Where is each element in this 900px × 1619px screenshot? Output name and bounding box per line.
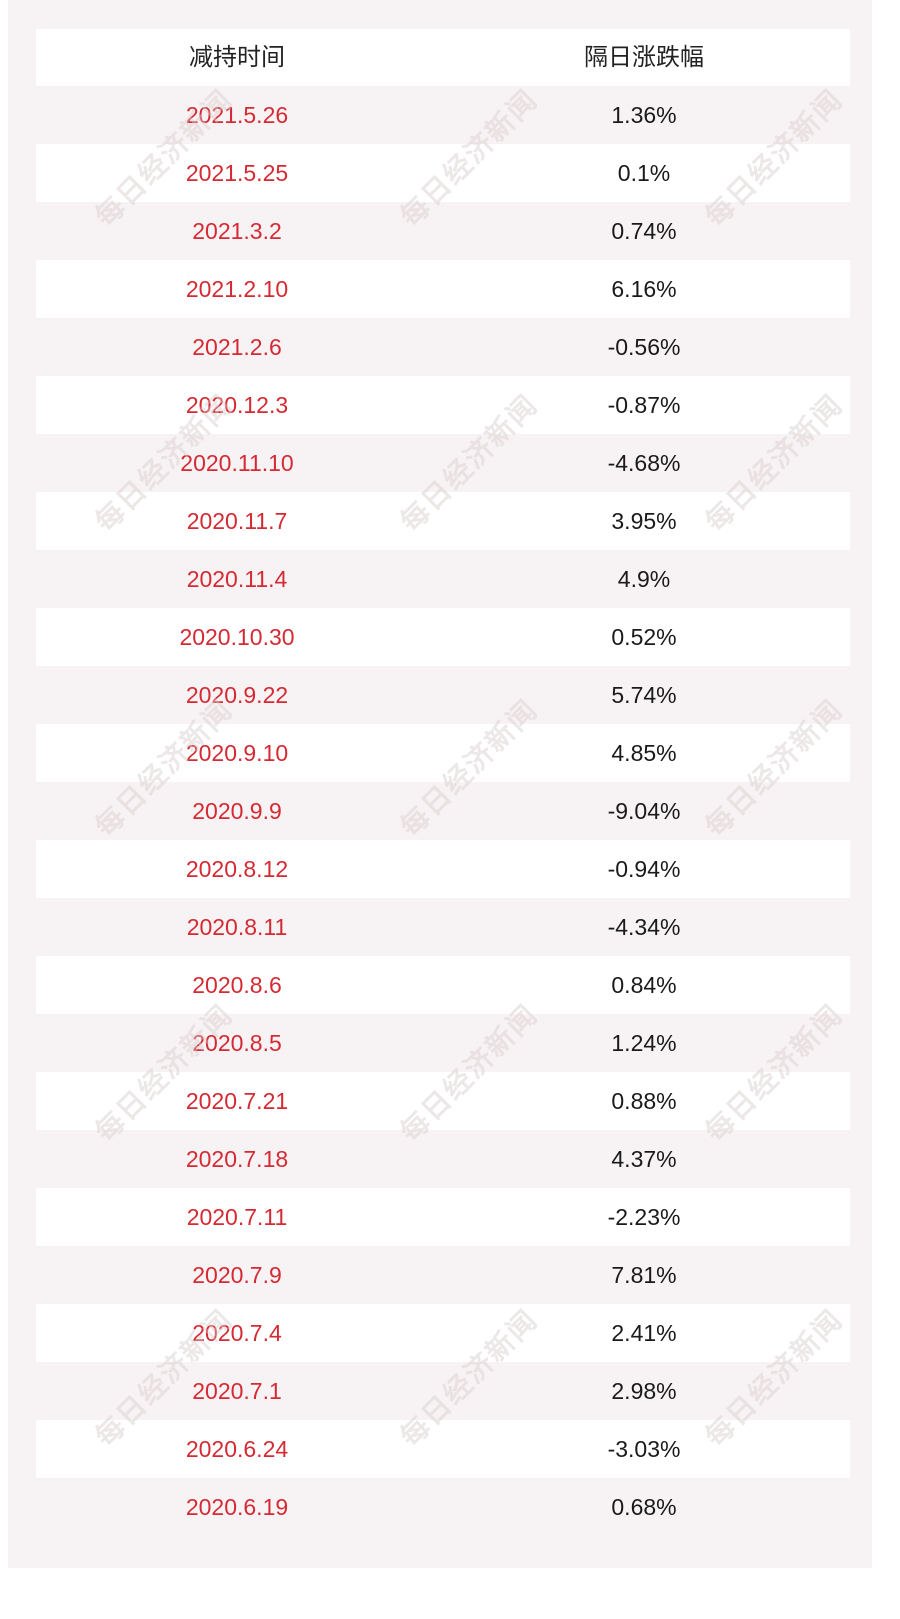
date-cell: 2021.3.2 bbox=[192, 218, 282, 244]
table-row: 2020.10.30 0.52% bbox=[36, 608, 850, 666]
table-row: 2020.8.5 1.24% bbox=[36, 1014, 850, 1072]
table-row: 2020.8.11 -4.34% bbox=[36, 898, 850, 956]
change-cell: 1.36% bbox=[611, 102, 677, 128]
header-change: 隔日涨跌幅 bbox=[584, 43, 704, 71]
date-cell: 2021.5.26 bbox=[185, 102, 289, 128]
date-cell: 2020.9.22 bbox=[185, 682, 289, 708]
table-row: 2021.3.2 0.74% bbox=[36, 202, 850, 260]
change-cell: 4.37% bbox=[611, 1146, 677, 1172]
date-cell: 2020.11.4 bbox=[186, 566, 288, 592]
table-row: 2021.5.25 0.1% bbox=[36, 144, 850, 202]
table-row: 2020.7.9 7.81% bbox=[36, 1246, 850, 1304]
date-cell: 2020.8.5 bbox=[192, 1030, 282, 1056]
date-cell: 2020.6.24 bbox=[185, 1436, 289, 1462]
date-cell: 2020.7.4 bbox=[192, 1320, 282, 1346]
date-cell: 2020.9.10 bbox=[185, 740, 289, 766]
date-cell: 2020.7.9 bbox=[192, 1262, 282, 1288]
change-cell: -0.94% bbox=[607, 856, 681, 882]
change-cell: 4.9% bbox=[617, 566, 671, 592]
date-cell: 2020.12.3 bbox=[185, 392, 289, 418]
change-cell: -3.03% bbox=[607, 1436, 681, 1462]
date-cell: 2020.7.18 bbox=[185, 1146, 289, 1172]
table-row: 2020.7.11 -2.23% bbox=[36, 1188, 850, 1246]
table-row: 2020.11.7 3.95% bbox=[36, 492, 850, 550]
change-cell: 0.84% bbox=[611, 972, 677, 998]
table-row: 2020.9.10 4.85% bbox=[36, 724, 850, 782]
table-body: 2021.5.26 1.36% 2021.5.25 0.1% 2021.3.2 0.74%… bbox=[36, 86, 850, 1536]
change-cell: 5.74% bbox=[611, 682, 677, 708]
table-row: 2020.7.4 2.41% bbox=[36, 1304, 850, 1362]
header-date: 减持时间 bbox=[189, 43, 285, 71]
date-cell: 2020.9.9 bbox=[192, 798, 282, 824]
table-row: 2020.6.24 -3.03% bbox=[36, 1420, 850, 1478]
table-row: 2020.7.21 0.88% bbox=[36, 1072, 850, 1130]
change-cell: -0.87% bbox=[607, 392, 681, 418]
change-cell: 1.24% bbox=[611, 1030, 677, 1056]
change-cell: -2.23% bbox=[607, 1204, 681, 1230]
date-cell: 2021.2.6 bbox=[192, 334, 282, 360]
date-cell: 2020.8.11 bbox=[186, 914, 288, 940]
table-panel: 减持时间 隔日涨跌幅 2021.5.26 1.36% 2021.5.25 0.1% 20… bbox=[8, 0, 872, 1568]
change-cell: 2.41% bbox=[611, 1320, 677, 1346]
date-cell: 2021.2.10 bbox=[185, 276, 289, 302]
table-row: 2020.7.18 4.37% bbox=[36, 1130, 850, 1188]
reduction-table: 减持时间 隔日涨跌幅 2021.5.26 1.36% 2021.5.25 0.1% 20… bbox=[36, 29, 850, 1536]
change-cell: -0.56% bbox=[607, 334, 681, 360]
date-cell: 2021.5.25 bbox=[185, 160, 289, 186]
table-row: 2020.11.10 -4.68% bbox=[36, 434, 850, 492]
date-cell: 2020.6.19 bbox=[185, 1494, 289, 1520]
table-row: 2021.5.26 1.36% bbox=[36, 86, 850, 144]
change-cell: 0.68% bbox=[611, 1494, 677, 1520]
date-cell: 2020.8.6 bbox=[192, 972, 282, 998]
date-cell: 2020.7.11 bbox=[186, 1204, 288, 1230]
date-cell: 2020.7.1 bbox=[192, 1378, 282, 1404]
change-cell: 0.88% bbox=[611, 1088, 677, 1114]
table-row: 2020.9.22 5.74% bbox=[36, 666, 850, 724]
change-cell: -9.04% bbox=[607, 798, 681, 824]
change-cell: 2.98% bbox=[611, 1378, 677, 1404]
table-row: 2020.6.19 0.68% bbox=[36, 1478, 850, 1536]
table-header-row: 减持时间 隔日涨跌幅 bbox=[36, 29, 850, 86]
date-cell: 2020.11.10 bbox=[180, 450, 294, 476]
date-cell: 2020.8.12 bbox=[185, 856, 289, 882]
table-row: 2020.7.1 2.98% bbox=[36, 1362, 850, 1420]
table-row: 2021.2.6 -0.56% bbox=[36, 318, 850, 376]
change-cell: 7.81% bbox=[611, 1262, 677, 1288]
change-cell: 6.16% bbox=[611, 276, 677, 302]
date-cell: 2020.10.30 bbox=[179, 624, 295, 650]
change-cell: 0.74% bbox=[611, 218, 677, 244]
table-row: 2020.8.12 -0.94% bbox=[36, 840, 850, 898]
table-row: 2021.2.10 6.16% bbox=[36, 260, 850, 318]
change-cell: 0.1% bbox=[617, 160, 671, 186]
change-cell: -4.34% bbox=[607, 914, 681, 940]
change-cell: 4.85% bbox=[611, 740, 677, 766]
table-row: 2020.12.3 -0.87% bbox=[36, 376, 850, 434]
date-cell: 2020.7.21 bbox=[185, 1088, 289, 1114]
table-row: 2020.11.4 4.9% bbox=[36, 550, 850, 608]
date-cell: 2020.11.7 bbox=[186, 508, 288, 534]
change-cell: -4.68% bbox=[607, 450, 681, 476]
table-row: 2020.9.9 -9.04% bbox=[36, 782, 850, 840]
change-cell: 3.95% bbox=[611, 508, 677, 534]
change-cell: 0.52% bbox=[611, 624, 677, 650]
table-row: 2020.8.6 0.84% bbox=[36, 956, 850, 1014]
